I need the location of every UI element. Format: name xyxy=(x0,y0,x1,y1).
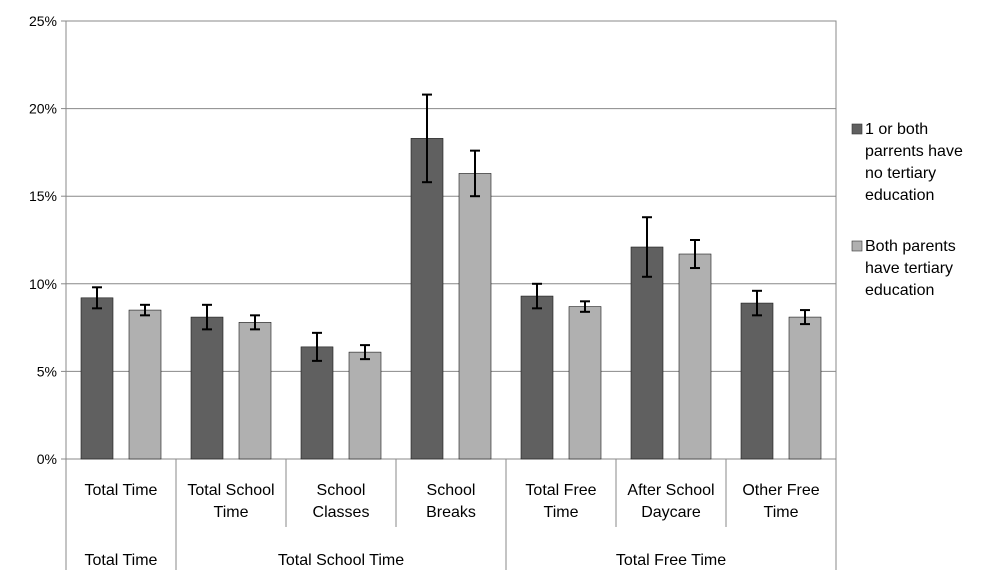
legend-label-line: education xyxy=(865,282,934,299)
bar-series2 xyxy=(568,306,602,460)
bar-series2 xyxy=(348,351,382,460)
axes xyxy=(61,20,837,570)
legend-swatch-series1 xyxy=(851,123,863,135)
category-label-line: After School xyxy=(627,482,714,499)
plot-area xyxy=(65,20,837,460)
y-tick-label: 5% xyxy=(37,363,57,379)
bars xyxy=(80,138,822,460)
legend-label-line: education xyxy=(865,187,934,204)
category-label: School Breaks xyxy=(426,482,476,521)
category-label-line: Total Free xyxy=(525,482,596,499)
y-tick-label: 0% xyxy=(37,451,57,467)
bar-series2 xyxy=(678,253,712,460)
category-label-line: School xyxy=(427,482,476,499)
category-label-line: Time xyxy=(544,504,579,521)
legend-label-line: parrents have xyxy=(865,143,963,160)
bar-series1 xyxy=(740,302,774,460)
legend-label-line: Both parents xyxy=(865,238,956,255)
bar-series2 xyxy=(788,316,822,460)
bar-series1 xyxy=(520,295,554,460)
y-tick-label: 25% xyxy=(29,13,57,29)
gridlines xyxy=(65,20,837,460)
category-label-line: School xyxy=(317,482,366,499)
legend-swatch-series2 xyxy=(851,240,863,252)
legend: 1 or both parrents have no tertiary educati… xyxy=(851,121,963,299)
category-label-line: Time xyxy=(214,504,249,521)
category-label-line: Total Time xyxy=(85,482,158,499)
legend-label-line: have tertiary xyxy=(865,260,953,277)
bar-series1 xyxy=(190,316,224,460)
bar-series1 xyxy=(300,346,334,460)
error-bars xyxy=(92,93,810,362)
bar-series1 xyxy=(630,246,664,460)
y-axis-ticks: 0% 5% 10% 15% 20% 25% xyxy=(29,13,57,467)
category-label-line: Breaks xyxy=(426,504,476,521)
y-tick-label: 20% xyxy=(29,101,57,117)
group-label: Total Free Time xyxy=(616,552,726,569)
category-label-line: Total School xyxy=(187,482,274,499)
bar-series2 xyxy=(238,322,272,460)
category-label: After School Daycare xyxy=(627,482,714,521)
category-label: School Classes xyxy=(313,482,370,521)
category-label-line: Other Free xyxy=(742,482,819,499)
legend-label-line: 1 or both xyxy=(865,121,928,138)
category-label: Total Free Time xyxy=(525,482,596,521)
y-tick-label: 10% xyxy=(29,276,57,292)
legend-label-series2: Both parents have tertiary education xyxy=(865,238,956,299)
bar-series2 xyxy=(128,309,162,460)
category-label: Total Time xyxy=(85,482,158,499)
group-label: Total Time xyxy=(85,552,158,569)
category-label-line: Daycare xyxy=(641,504,701,521)
category-label: Total School Time xyxy=(187,482,274,521)
group-label: Total School Time xyxy=(278,552,404,569)
legend-label-series1: 1 or both parrents have no tertiary educati… xyxy=(865,121,963,204)
category-label-line: Time xyxy=(764,504,799,521)
category-label: Other Free Time xyxy=(742,482,819,521)
bar-series1 xyxy=(410,138,444,460)
y-tick-label: 15% xyxy=(29,188,57,204)
category-label-line: Classes xyxy=(313,504,370,521)
bar-series2 xyxy=(458,173,492,460)
bar-series1 xyxy=(80,297,114,460)
legend-label-line: no tertiary xyxy=(865,165,936,182)
